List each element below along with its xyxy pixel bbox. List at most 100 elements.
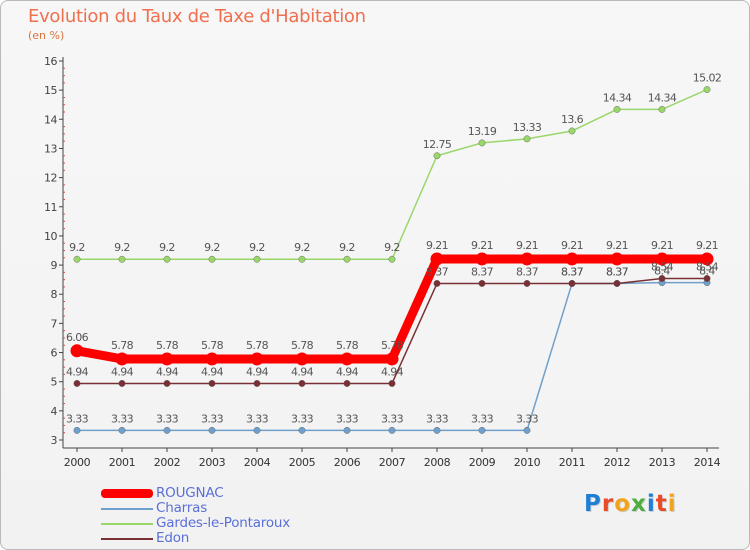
- point-edon: [163, 380, 171, 387]
- y-tick-label: 3: [51, 434, 58, 447]
- x-tick-label: 2008: [424, 456, 451, 469]
- point-rougnac: [115, 352, 129, 366]
- point-gardes-le-pontaroux: [658, 105, 666, 113]
- legend-label-rougnac: ROUGNAC: [156, 485, 224, 501]
- x-tick-label: 2002: [154, 456, 180, 469]
- data-label-rougnac: 5.78: [156, 339, 179, 352]
- point-edon: [658, 275, 666, 282]
- data-label-charras: 3.33: [291, 412, 314, 425]
- point-rougnac: [70, 344, 84, 358]
- point-rougnac: [610, 252, 624, 266]
- data-label-rougnac: 5.78: [381, 339, 404, 352]
- data-label-edon: 4.94: [156, 365, 179, 378]
- data-label-charras: 3.33: [66, 412, 89, 425]
- point-edon: [343, 380, 351, 387]
- point-rougnac: [520, 252, 534, 266]
- chart-title: Evolution du Taux de Taxe d'Habitation: [28, 6, 366, 27]
- point-edon: [298, 380, 306, 387]
- point-edon: [703, 275, 711, 282]
- point-rougnac: [160, 352, 174, 366]
- point-charras: [343, 426, 351, 434]
- data-label-charras: 8.4: [699, 265, 715, 278]
- data-label-charras: 8.4: [654, 265, 670, 278]
- point-gardes-le-pontaroux: [253, 255, 261, 263]
- data-label-rougnac: 9.21: [606, 239, 628, 252]
- x-tick-label: 2003: [199, 456, 226, 469]
- point-charras: [523, 426, 531, 434]
- data-label-edon: 8.37: [471, 265, 494, 278]
- x-tick-label: 2011: [559, 456, 585, 469]
- data-label-gardes-le-pontaroux: 15.02: [693, 72, 722, 85]
- legend-swatch-rougnac: [101, 489, 153, 498]
- data-label-edon: 8.37: [516, 265, 539, 278]
- x-tick-label: 2000: [64, 456, 91, 469]
- point-charras: [478, 426, 486, 434]
- data-label-gardes-le-pontaroux: 13.19: [468, 125, 497, 138]
- data-label-rougnac: 9.21: [516, 239, 538, 252]
- series-layer: [70, 86, 714, 434]
- point-charras: [208, 426, 216, 434]
- data-label-edon: 4.94: [201, 365, 224, 378]
- data-label-rougnac: 9.21: [561, 239, 583, 252]
- point-rougnac: [205, 352, 219, 366]
- data-label-charras: 3.33: [516, 412, 539, 425]
- y-tick-label: 15: [44, 84, 57, 97]
- data-label-rougnac: 6.06: [66, 331, 89, 344]
- point-gardes-le-pontaroux: [118, 255, 126, 263]
- point-rougnac: [340, 352, 354, 366]
- data-label-charras: 3.33: [246, 412, 269, 425]
- x-tick-label: 2006: [334, 456, 361, 469]
- data-label-charras: 3.33: [381, 412, 404, 425]
- x-tick-label: 2001: [109, 456, 135, 469]
- x-tick-label: 2009: [469, 456, 496, 469]
- data-label-rougnac: 5.78: [336, 339, 359, 352]
- data-label-edon: 4.94: [291, 365, 314, 378]
- data-label-charras: 8.37: [606, 265, 629, 278]
- x-tick-label: 2014: [694, 456, 721, 469]
- y-tick-label: 13: [44, 142, 57, 155]
- y-tick-label: 9: [51, 259, 58, 272]
- y-tick-label: 4: [51, 405, 58, 418]
- data-label-rougnac: 5.78: [246, 339, 269, 352]
- data-label-gardes-le-pontaroux: 12.75: [423, 138, 452, 151]
- legend-item-gardes-le-pontaroux: Gardes-le-Pontaroux: [101, 515, 361, 531]
- data-label-gardes-le-pontaroux: 9.2: [384, 241, 400, 254]
- point-rougnac: [250, 352, 264, 366]
- point-gardes-le-pontaroux: [343, 255, 351, 263]
- data-label-charras: 3.33: [426, 412, 449, 425]
- legend-label-edon: Edon: [156, 530, 190, 546]
- y-tick-label: 10: [44, 230, 57, 243]
- legend-label-gardes-le-pontaroux: Gardes-le-Pontaroux: [156, 515, 291, 531]
- point-charras: [118, 426, 126, 434]
- data-label-edon: 8.54: [696, 260, 719, 273]
- data-label-gardes-le-pontaroux: 13.6: [561, 113, 584, 126]
- data-label-gardes-le-pontaroux: 9.2: [69, 241, 85, 254]
- x-tick-label: 2012: [604, 456, 630, 469]
- point-charras: [163, 426, 171, 434]
- x-tick-label: 2004: [244, 456, 271, 469]
- point-rougnac: [295, 352, 309, 366]
- data-label-rougnac: 9.21: [696, 239, 718, 252]
- point-gardes-le-pontaroux: [568, 127, 576, 135]
- legend-item-charras: Charras: [101, 500, 361, 516]
- data-label-charras: 3.33: [336, 412, 359, 425]
- x-tick-label: 2010: [514, 456, 541, 469]
- point-rougnac: [385, 352, 399, 366]
- legend: ROUGNAC Charras Gardes-le-Pontaroux Edon: [101, 485, 361, 546]
- data-label-gardes-le-pontaroux: 14.34: [603, 91, 632, 104]
- point-edon: [208, 380, 216, 387]
- point-gardes-le-pontaroux: [298, 255, 306, 263]
- legend-label-charras: Charras: [156, 500, 208, 516]
- data-label-charras: 3.33: [201, 412, 224, 425]
- data-label-edon: 4.94: [336, 365, 359, 378]
- point-edon: [253, 380, 261, 387]
- data-label-gardes-le-pontaroux: 9.2: [114, 241, 130, 254]
- data-label-edon: 8.54: [651, 260, 674, 273]
- point-gardes-le-pontaroux: [703, 86, 711, 93]
- data-label-edon: 8.37: [561, 265, 584, 278]
- x-tick-label: 2007: [379, 456, 406, 469]
- point-edon: [433, 280, 441, 287]
- data-label-charras: 8.37: [561, 265, 584, 278]
